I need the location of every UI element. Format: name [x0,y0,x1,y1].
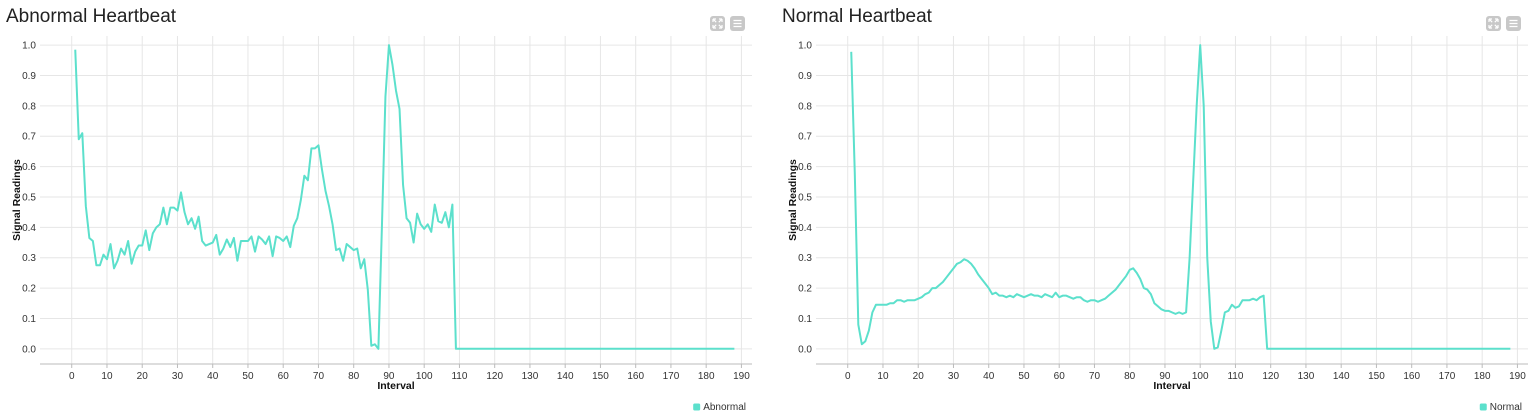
x-tick-label: 180 [698,371,715,382]
x-tick-label: 80 [348,371,360,382]
legend[interactable]: Abnormal [693,402,746,413]
x-tick-label: 160 [627,371,644,382]
y-tick-label: 0.8 [798,101,812,112]
grid [816,36,1528,364]
expand-icon [712,18,723,29]
y-tick-label: 0.7 [798,132,812,143]
chart-title: Normal Heartbeat [782,6,932,27]
chart-panel-abnormal: Abnormal Heartbeat 0 10 20 30 40 50 60 70 80 90 10… [6,6,752,413]
y-tick-label: 0.6 [22,162,36,173]
x-tick-label: 190 [1509,371,1526,382]
y-tick-label: 0.3 [798,253,812,264]
series-line-normal [850,44,1511,350]
legend-swatch [693,403,701,411]
grid [40,36,752,364]
series-line-abnormal [74,44,735,350]
y-tick-label: 0.7 [22,132,36,143]
y-tick-label: 0.6 [798,162,812,173]
x-tick-label: 140 [1333,371,1350,382]
x-tick-label: 90 [1159,371,1171,382]
x-tick-label: 160 [1403,371,1420,382]
fullscreen-button[interactable] [710,16,725,31]
x-tick-label: 10 [877,371,889,382]
x-tick-label: 170 [1439,371,1456,382]
x-axis-title: Interval [377,380,414,392]
x-tick-label: 60 [278,371,290,382]
x-tick-label: 0 [69,371,75,382]
x-tick-label: 70 [1089,371,1101,382]
x-tick-label: 180 [1474,371,1491,382]
x-tick-label: 0 [845,371,851,382]
x-tick-label: 30 [948,371,960,382]
menu-button[interactable] [1506,16,1521,31]
x-tick-label: 170 [663,371,680,382]
y-tick-label: 0.1 [22,314,36,325]
chart-title: Abnormal Heartbeat [6,6,177,27]
fullscreen-button[interactable] [1486,16,1501,31]
y-tick-label: 0.9 [22,71,36,82]
x-tick-label: 50 [242,371,254,382]
x-tick-label: 10 [101,371,113,382]
expand-icon [1488,18,1499,29]
legend-label: Abnormal [703,402,746,413]
x-tick-label: 150 [1368,371,1385,382]
x-tick-label: 130 [522,371,539,382]
x-tick-label: 140 [557,371,574,382]
y-tick-label: 0.2 [798,284,812,295]
x-tick-label: 40 [983,371,995,382]
y-tick-label: 0.5 [798,192,812,203]
x-tick-label: 120 [486,371,503,382]
x-tick-label: 110 [451,371,467,382]
x-tick-label: 100 [1192,371,1209,382]
x-tick-label: 80 [1124,371,1136,382]
legend-label: Normal [1490,402,1522,413]
x-tick-label: 130 [1298,371,1315,382]
x-tick-label: 20 [913,371,925,382]
y-tick-label: 0.0 [22,344,36,355]
y-tick-label: 1.0 [22,41,36,52]
x-tick-label: 150 [592,371,609,382]
y-tick-label: 1.0 [798,41,812,52]
x-tick-label: 110 [1227,371,1243,382]
x-tick-label: 100 [416,371,433,382]
y-tick-label: 0.4 [22,223,36,234]
x-tick-label: 120 [1262,371,1279,382]
y-tick-label: 0.1 [798,314,812,325]
x-tick-label: 40 [207,371,219,382]
y-tick-label: 0.4 [798,223,812,234]
y-tick-label: 0.0 [798,344,812,355]
line-chart: 0 10 20 30 40 50 60 70 80 90 100 110 120 130 140 150 160… [11,36,752,413]
y-axis-title: Signal Readings [11,159,23,241]
y-tick-label: 0.3 [22,253,36,264]
y-axis-title: Signal Readings [787,159,799,241]
legend[interactable]: Normal [1479,402,1522,413]
menu-icon [1508,18,1519,29]
x-axis-title: Interval [1153,380,1190,392]
y-tick-label: 0.2 [22,284,36,295]
line-chart: 0 10 20 30 40 50 60 70 80 90 100 110 120 130 140 150 160… [787,36,1528,413]
y-tick-label: 0.8 [22,101,36,112]
chart-panel-normal: Normal Heartbeat 0 10 20 30 40 50 60 70 80 90 100 1… [776,0,1536,416]
x-tick-label: 190 [733,371,750,382]
menu-button[interactable] [730,16,745,31]
x-tick-label: 70 [313,371,325,382]
x-tick-label: 20 [137,371,149,382]
x-tick-label: 30 [172,371,184,382]
x-tick-label: 90 [383,371,395,382]
y-tick-label: 0.9 [798,71,812,82]
x-tick-label: 60 [1054,371,1066,382]
x-tick-label: 50 [1018,371,1030,382]
menu-icon [732,18,743,29]
legend-swatch [1479,403,1487,411]
y-tick-label: 0.5 [22,192,36,203]
